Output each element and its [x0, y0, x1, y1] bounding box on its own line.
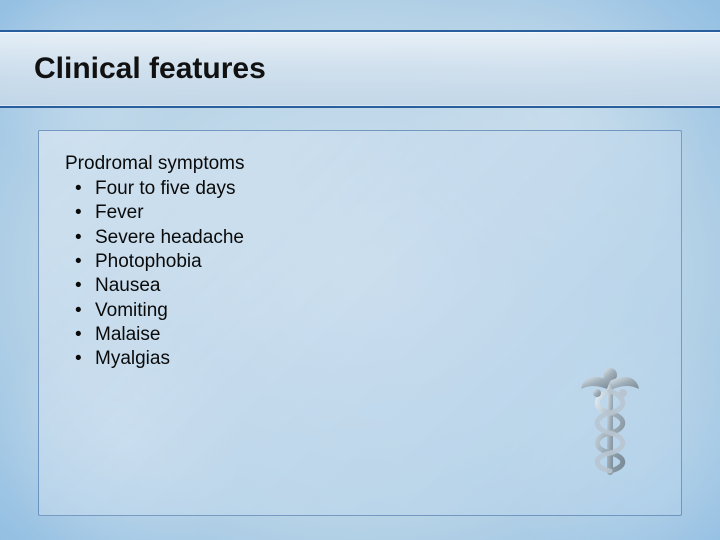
content-panel: Prodromal symptoms Four to five days Fev… [38, 130, 682, 516]
list-item: Photophobia [71, 250, 655, 274]
list-item: Four to five days [71, 177, 655, 201]
title-band: Clinical features [0, 30, 720, 108]
list-item: Myalgias [71, 347, 655, 371]
list-item: Fever [71, 201, 655, 225]
content-subheading: Prodromal symptoms [65, 153, 655, 175]
list-item: Vomiting [71, 299, 655, 323]
list-item: Nausea [71, 274, 655, 298]
bullet-list: Four to five days Fever Severe headache … [71, 177, 655, 372]
slide-title: Clinical features [34, 52, 266, 86]
slide: Clinical features Prodromal symptoms Fou… [0, 0, 720, 540]
list-item: Severe headache [71, 226, 655, 250]
list-item: Malaise [71, 323, 655, 347]
caduceus-icon [575, 367, 645, 487]
